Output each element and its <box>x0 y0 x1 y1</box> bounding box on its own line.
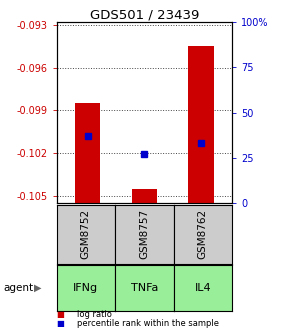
Bar <box>75 103 100 203</box>
Bar <box>188 46 214 203</box>
Text: GDS501 / 23439: GDS501 / 23439 <box>90 8 200 22</box>
Text: IL4: IL4 <box>195 283 211 293</box>
Text: percentile rank within the sample: percentile rank within the sample <box>77 319 219 328</box>
Text: GSM8752: GSM8752 <box>81 209 91 259</box>
Text: log ratio: log ratio <box>77 310 112 319</box>
Text: ■: ■ <box>57 319 64 328</box>
Bar <box>132 189 157 203</box>
Text: ■: ■ <box>57 310 64 319</box>
Text: agent: agent <box>3 283 33 293</box>
Text: GSM8757: GSM8757 <box>139 209 149 259</box>
Text: TNFa: TNFa <box>130 283 158 293</box>
Text: GSM8762: GSM8762 <box>198 209 208 259</box>
Text: IFNg: IFNg <box>73 283 98 293</box>
Text: ▶: ▶ <box>34 283 41 293</box>
